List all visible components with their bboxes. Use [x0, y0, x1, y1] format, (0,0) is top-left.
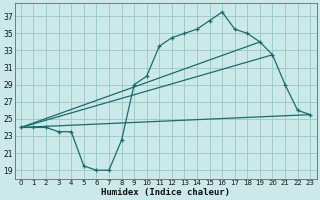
X-axis label: Humidex (Indice chaleur): Humidex (Indice chaleur) — [101, 188, 230, 197]
